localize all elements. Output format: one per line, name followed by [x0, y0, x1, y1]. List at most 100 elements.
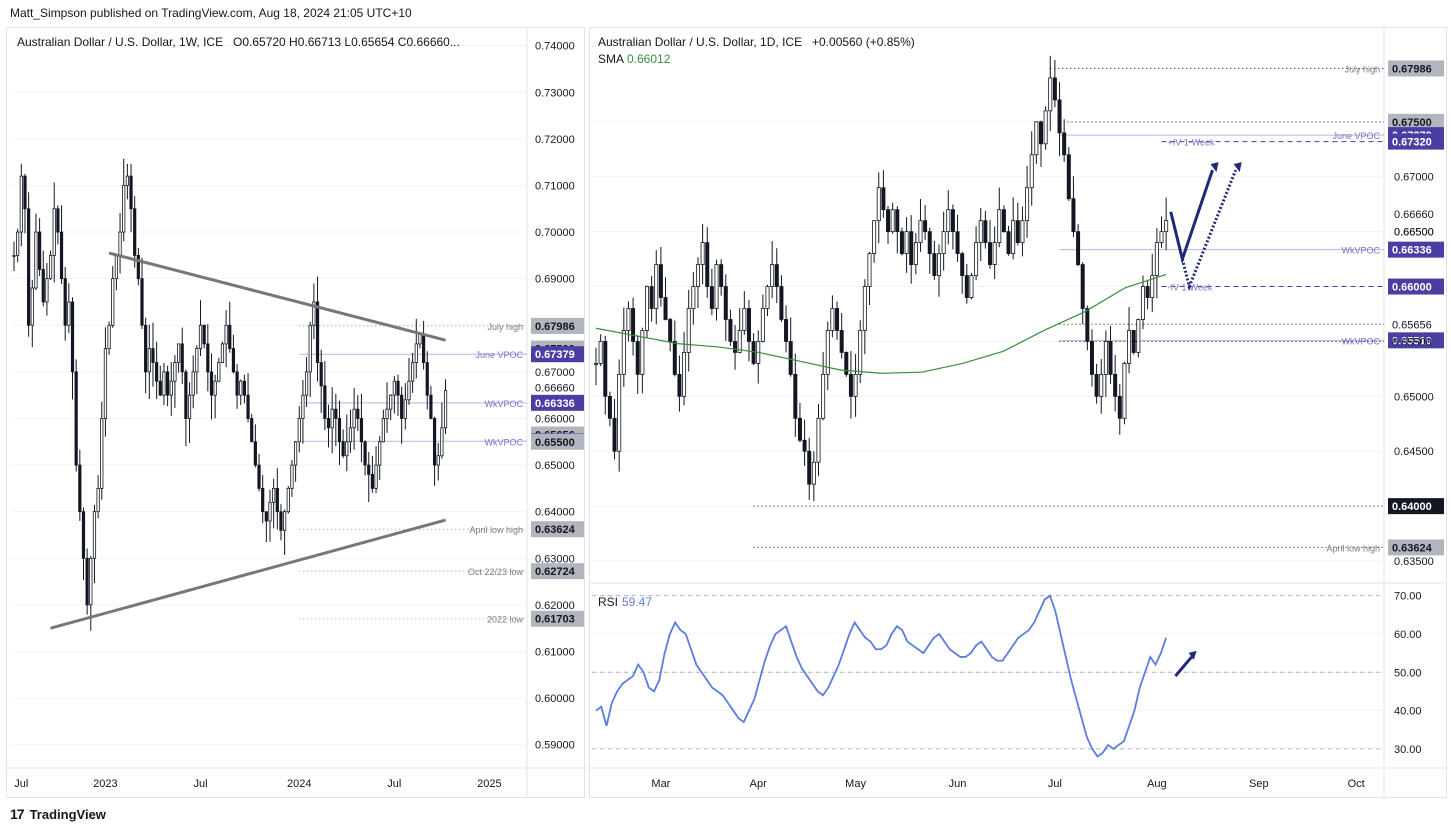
weekly-level-label: July high [487, 322, 523, 332]
daily-level-price-tag-text: 0.66336 [1392, 245, 1432, 257]
weekly-chart[interactable]: 0.74000 0.73000 0.72000 0.71000 0.70000 0.690… [7, 28, 584, 797]
daily-candle [992, 242, 997, 265]
daily-candle [955, 231, 960, 254]
weekly-y-tick-label: 0.66000 [535, 413, 575, 425]
daily-candle [1066, 154, 1071, 200]
sma-label: SMA [598, 52, 624, 66]
daily-level-price-tag-text: 0.67500 [1392, 117, 1432, 129]
weekly-y-tick-label: 0.71000 [535, 180, 575, 192]
daily-candle [1131, 330, 1136, 353]
daily-level-price-tag [1388, 133, 1444, 150]
weekly-y-tick-label: 0.63000 [535, 553, 575, 565]
daily-level-price-tag [1388, 60, 1444, 77]
weekly-candle [89, 557, 93, 606]
weekly-candle [363, 441, 367, 466]
publisher-header: Matt_Simpson published on TradingView.co… [10, 6, 412, 20]
daily-candle [904, 231, 909, 254]
weekly-candle [162, 371, 166, 396]
weekly-candle [272, 487, 276, 503]
weekly-level-price-tag [531, 317, 584, 334]
weekly-candle [330, 408, 334, 429]
daily-candle [1015, 220, 1020, 244]
weekly-candle [425, 362, 429, 396]
projection-arrowhead-dotted [1233, 162, 1242, 173]
daily-candle [1117, 395, 1122, 419]
daily-candle [635, 341, 640, 375]
weekly-level-price-tag-text: 0.63624 [535, 524, 576, 536]
weekly-candle [12, 254, 16, 257]
daily-candle [946, 209, 951, 233]
daily-candle [923, 220, 928, 233]
daily-level-label: June VPOC [1332, 131, 1380, 141]
weekly-candle [158, 380, 162, 396]
daily-candle [1136, 319, 1141, 353]
daily-candle [1038, 121, 1043, 145]
daily-candle [1085, 308, 1090, 342]
weekly-candle [432, 418, 437, 466]
weekly-candle [407, 380, 411, 401]
weekly-candle [63, 278, 67, 326]
daily-candle [607, 395, 612, 419]
daily-candle [797, 417, 802, 441]
daily-candle [742, 308, 747, 331]
daily-candle [649, 286, 654, 309]
daily-y-tick-label: 0.64500 [1394, 446, 1434, 458]
weekly-candle [385, 408, 389, 419]
daily-candle [621, 330, 626, 375]
rsi-value: 59.47 [622, 595, 652, 609]
daily-level-price-tag [1388, 241, 1444, 258]
weekly-candle [356, 408, 360, 419]
weekly-y-tick-label: 0.74000 [535, 41, 575, 53]
daily-level-label: July high [1344, 64, 1380, 74]
weekly-candle [312, 301, 316, 326]
weekly-candle [334, 408, 338, 419]
daily-candle [1001, 209, 1006, 233]
daily-candle [844, 352, 849, 375]
daily-candle [1052, 77, 1057, 101]
daily-level-price-tag-text: 0.65500 [1392, 336, 1432, 348]
weekly-level-price-tag-text: 0.62724 [535, 566, 576, 578]
weekly-level-price-tag-text: 0.61703 [535, 614, 575, 626]
daily-candle [853, 373, 858, 397]
daily-level-label: April low high [1326, 543, 1380, 553]
weekly-candle [118, 231, 122, 256]
weekly-candle [125, 175, 129, 186]
rsi-arrowhead [1188, 650, 1197, 660]
daily-chart-panel[interactable]: 0.67500 0.67000 0.66500 0.66000 0.65500 0.650… [589, 27, 1447, 798]
daily-candle [1145, 286, 1150, 298]
weekly-y-tick-label: 0.69000 [535, 274, 575, 286]
daily-candle [848, 373, 853, 397]
weekly-candle [250, 418, 254, 443]
weekly-y-tick-label: 0.59000 [535, 740, 575, 752]
weekly-candle [443, 390, 448, 429]
daily-candle [779, 286, 784, 320]
weekly-candle [173, 362, 177, 382]
daily-chart[interactable]: 0.67500 0.67000 0.66500 0.66000 0.65500 0.650… [590, 28, 1446, 797]
weekly-candle [209, 371, 214, 396]
weekly-candle [304, 371, 309, 396]
daily-candle [899, 231, 904, 254]
daily-candle [886, 209, 891, 233]
weekly-candle [81, 511, 86, 559]
weekly-candle [326, 418, 331, 429]
daily-candle [1062, 132, 1067, 156]
daily-level-label: WkVPOC [1341, 336, 1380, 346]
weekly-y-tick-label: 0.60000 [535, 693, 575, 705]
weekly-chart-panel[interactable]: 0.74000 0.73000 0.72000 0.71000 0.70000 0.690… [6, 27, 585, 798]
daily-candle [695, 264, 700, 287]
weekly-candle [59, 231, 64, 280]
daily-candle [672, 341, 677, 375]
daily-candle [686, 308, 691, 353]
daily-y-tick-label: 0.66500 [1394, 227, 1434, 239]
weekly-candle [290, 464, 294, 489]
daily-candle [964, 275, 969, 298]
weekly-candle [155, 362, 159, 382]
daily-candle [631, 308, 636, 342]
daily-candle [626, 308, 631, 331]
weekly-candle [411, 362, 415, 382]
weekly-y-tick-label: 0.67000 [535, 367, 575, 379]
weekly-level-price-tag-text: 0.67379 [535, 349, 575, 361]
weekly-candle [147, 348, 151, 373]
weekly-candle [264, 511, 268, 522]
weekly-trendline [108, 251, 446, 342]
